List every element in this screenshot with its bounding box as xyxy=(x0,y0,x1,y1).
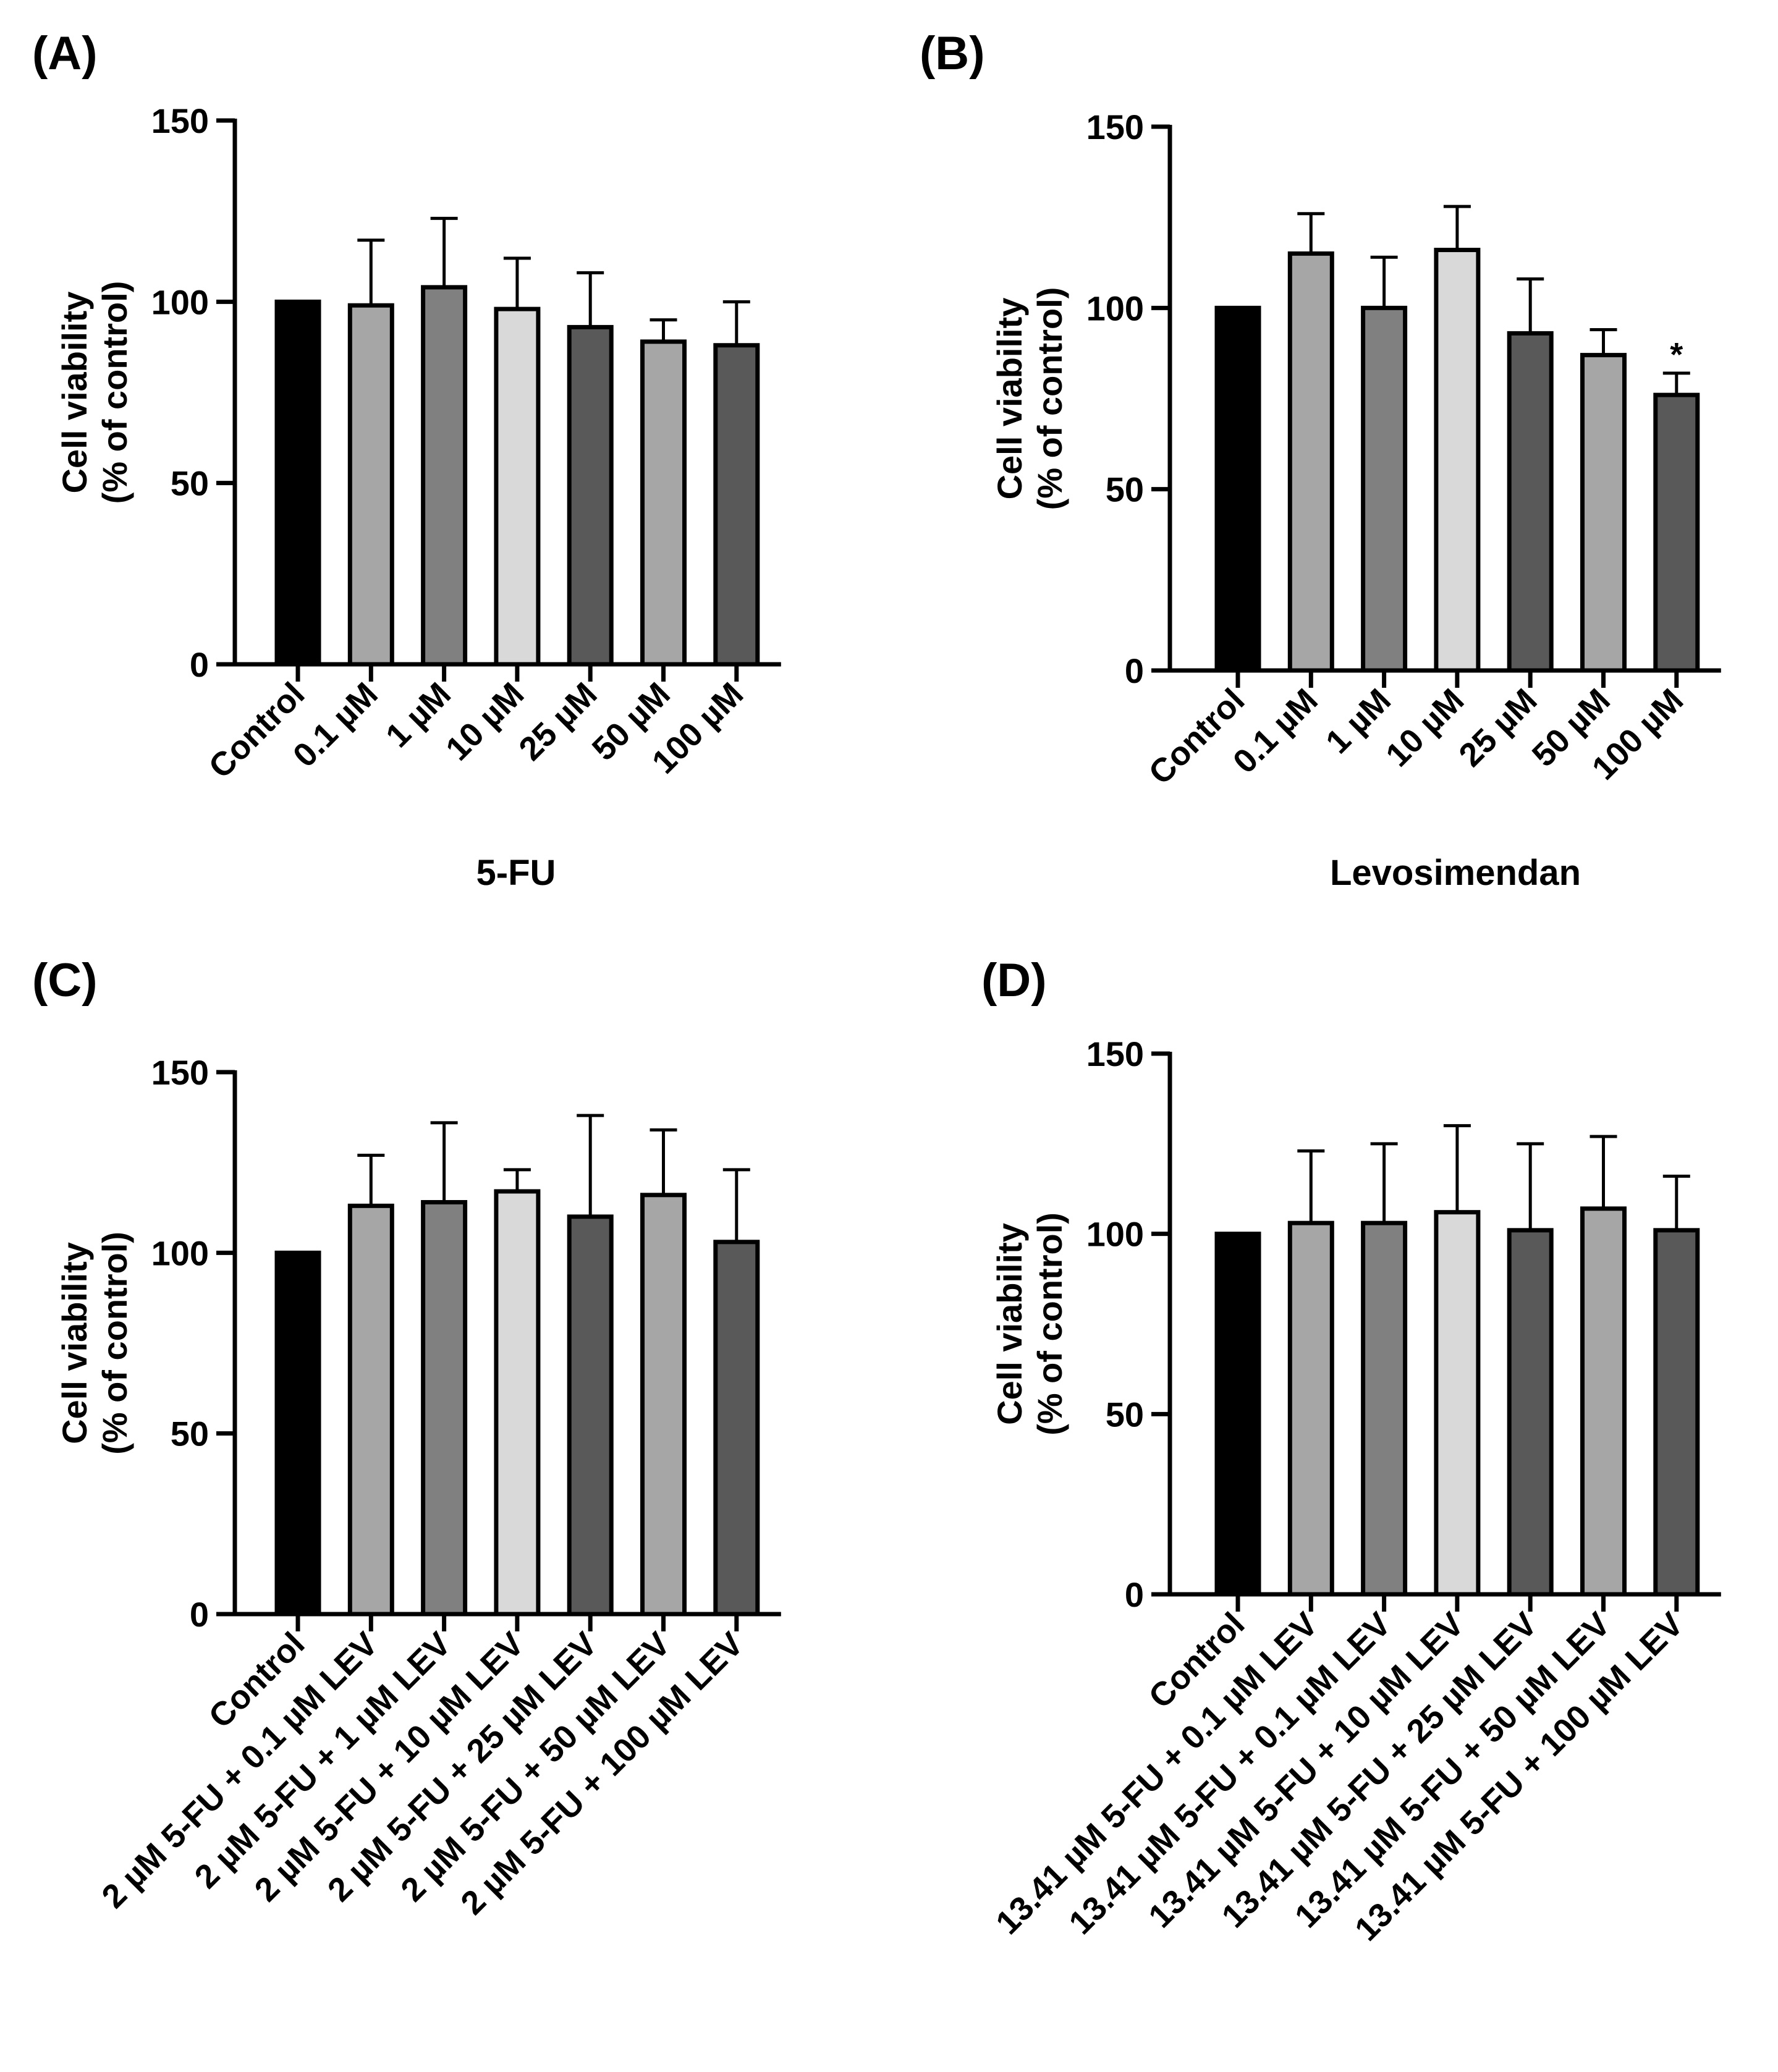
bar xyxy=(421,1199,468,1617)
y-tick-label: 100 xyxy=(151,282,209,321)
bar xyxy=(494,307,541,667)
bar xyxy=(1580,1206,1627,1597)
bar xyxy=(1507,1228,1554,1597)
bar xyxy=(1287,251,1334,673)
bar xyxy=(1214,305,1261,673)
y-axis-title-line1: Cell viability xyxy=(55,292,94,494)
bar xyxy=(1434,247,1481,673)
bar xyxy=(1434,1210,1481,1597)
chart-panel-2: (B) 0 50 100 150 Cell viability (% of control)… xyxy=(920,27,1721,893)
x-tick-label: Control xyxy=(201,675,311,785)
y-tick-label: 150 xyxy=(151,1053,209,1092)
y-tick-label: 0 xyxy=(190,1595,209,1634)
y-tick-label: 0 xyxy=(1125,651,1144,690)
bar xyxy=(640,1193,687,1617)
y-axis-title-line2: (% of control) xyxy=(95,1232,134,1455)
panel-label: (D) xyxy=(981,954,1047,1007)
bar xyxy=(1287,1220,1334,1597)
bar xyxy=(1361,1220,1408,1597)
x-tick-label: 10 µM xyxy=(1379,682,1471,774)
y-tick-label: 50 xyxy=(1106,470,1144,509)
y-axis-title-line1: Cell viability xyxy=(990,298,1029,500)
chart-panel-3: (C) 0 50 100 150 Cell viability (% of control)… xyxy=(32,954,781,1922)
y-axis-title-line1: Cell viability xyxy=(990,1223,1029,1425)
bar xyxy=(713,343,760,667)
chart-panel-1: (A) 0 50 100 150 Cell viability (% of control)… xyxy=(32,27,781,893)
bar xyxy=(274,1250,321,1617)
bar xyxy=(1580,353,1627,673)
panel-label: (B) xyxy=(920,27,985,80)
bar xyxy=(1507,331,1554,673)
bar xyxy=(494,1189,541,1617)
y-tick-label: 150 xyxy=(151,101,209,140)
bar xyxy=(640,339,687,667)
y-tick-label: 50 xyxy=(1106,1395,1144,1434)
y-tick-label: 0 xyxy=(1125,1575,1144,1614)
y-tick-label: 150 xyxy=(1086,108,1144,146)
significance-annotation: * xyxy=(1670,336,1683,373)
x-tick-label: Control xyxy=(1141,682,1251,792)
bar xyxy=(274,299,321,667)
chart-panel-4: (D) 0 50 100 150 Cell viability (% of control)… xyxy=(981,954,1721,1948)
y-axis-title-line1: Cell viability xyxy=(55,1242,94,1444)
y-tick-label: 0 xyxy=(190,645,209,684)
y-tick-label: 150 xyxy=(1086,1034,1144,1073)
x-tick-label: 10 µM xyxy=(439,675,531,767)
panel-label: (C) xyxy=(32,954,98,1007)
x-tick-label: 25 µM xyxy=(512,675,604,767)
bar xyxy=(567,324,614,667)
bar xyxy=(347,1203,394,1617)
bar xyxy=(1653,1228,1700,1597)
y-axis-title-line2: (% of control) xyxy=(95,281,134,504)
bar xyxy=(1214,1232,1261,1597)
y-tick-label: 100 xyxy=(151,1233,209,1272)
bar xyxy=(421,285,468,667)
y-tick-label: 50 xyxy=(171,1414,209,1453)
bar xyxy=(567,1214,614,1617)
bar xyxy=(347,303,394,667)
y-tick-label: 100 xyxy=(1086,1215,1144,1254)
y-axis-title-line2: (% of control) xyxy=(1030,287,1069,510)
x-tick-label: 0.1 µM xyxy=(1226,682,1325,780)
y-tick-label: 100 xyxy=(1086,289,1144,328)
x-tick-label: 0.1 µM xyxy=(286,675,385,774)
bar xyxy=(1653,392,1700,673)
bar xyxy=(1361,305,1408,673)
y-axis-title-line2: (% of control) xyxy=(1030,1212,1069,1436)
x-axis-title: Levosimendan xyxy=(1330,853,1581,893)
bar xyxy=(713,1240,760,1617)
y-tick-label: 50 xyxy=(171,464,209,503)
x-tick-label: 25 µM xyxy=(1452,682,1544,774)
panel-label: (A) xyxy=(32,27,98,80)
x-axis-title: 5-FU xyxy=(476,853,556,893)
